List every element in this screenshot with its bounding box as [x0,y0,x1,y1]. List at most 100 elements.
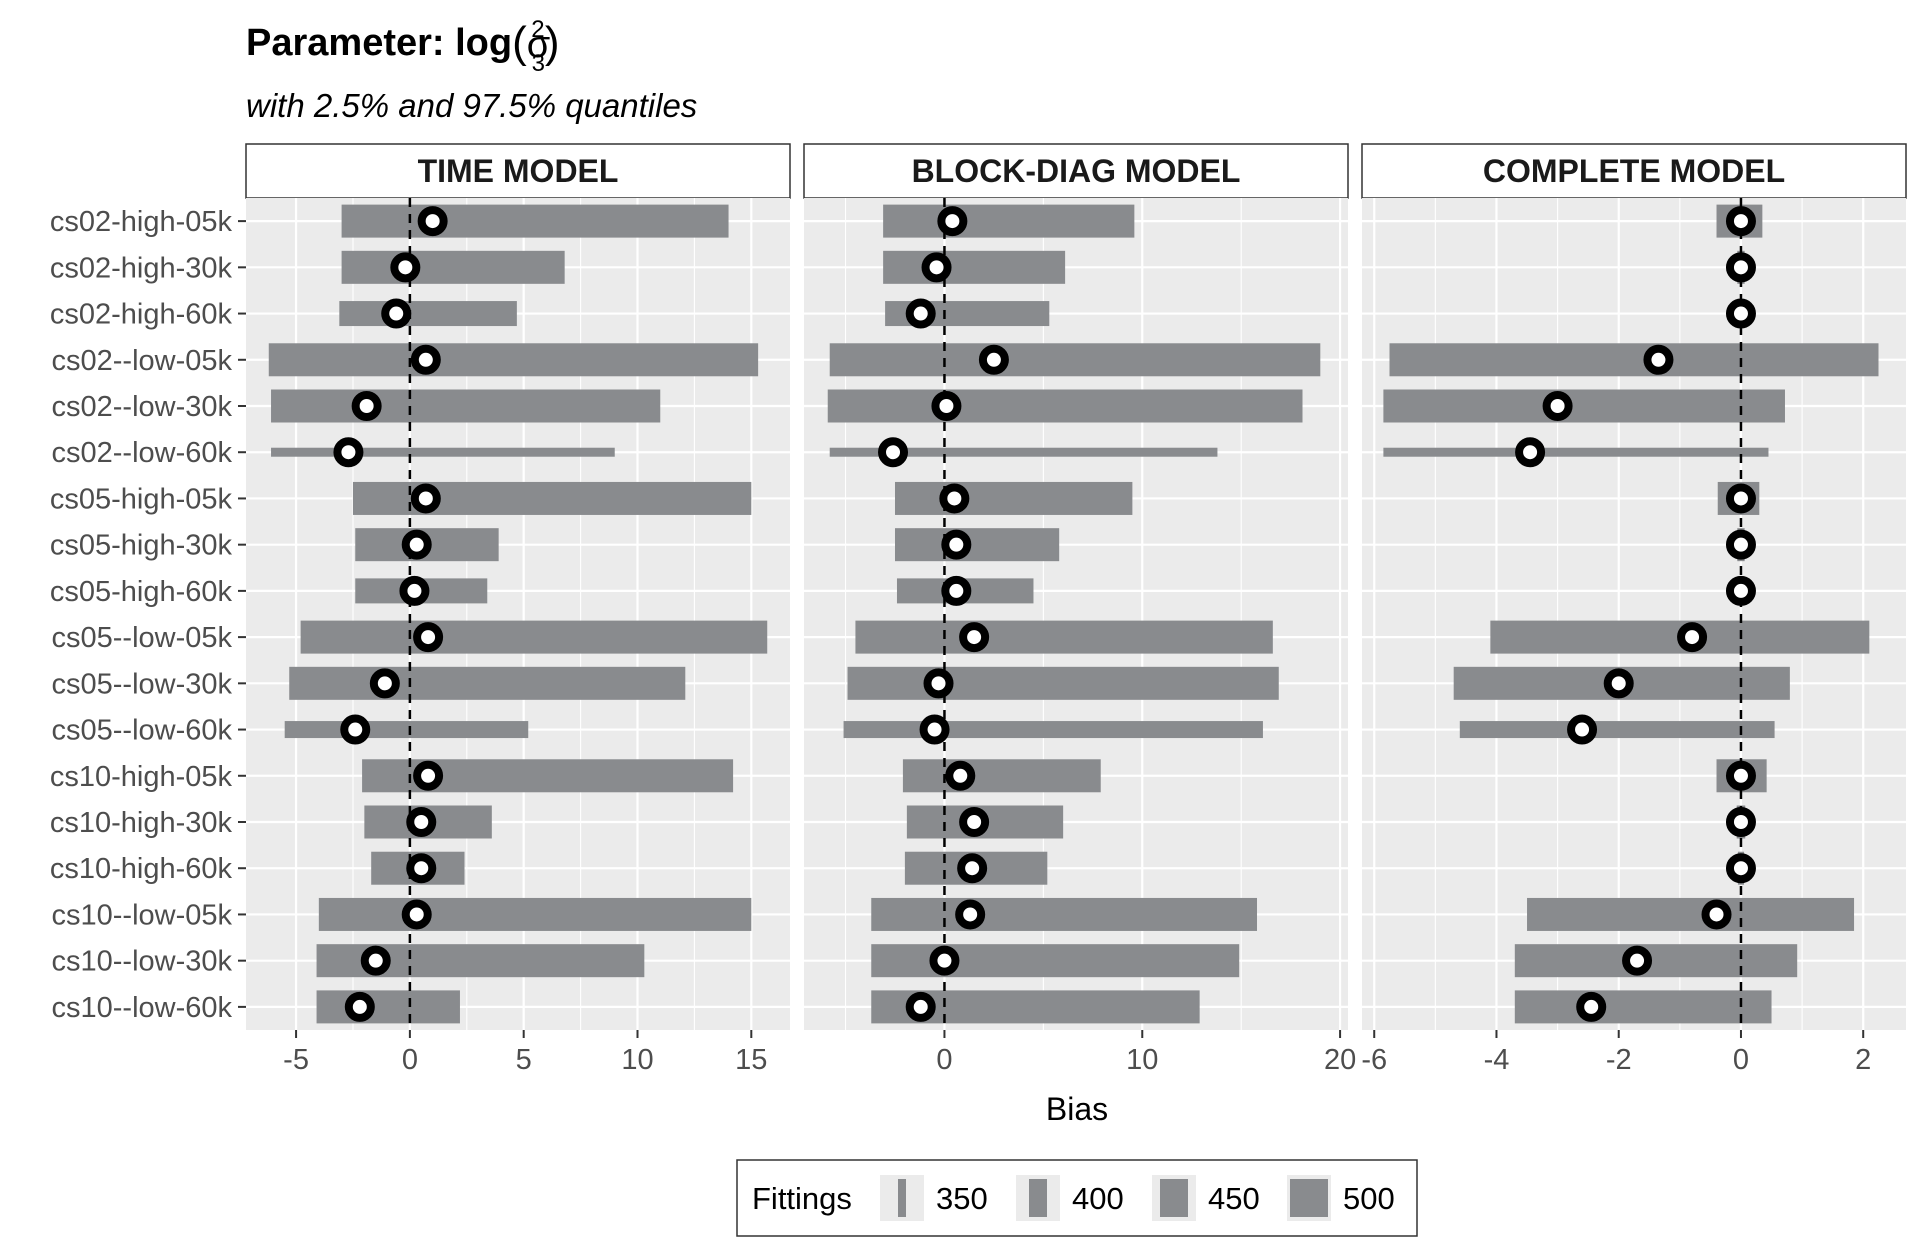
bias-point [417,206,448,237]
quantile-bar [300,620,768,654]
bias-point [1701,899,1732,930]
title-prefix: Parameter: log [246,22,512,64]
bias-point [1725,853,1756,884]
bias-point [406,807,437,837]
quantile-bar [284,721,529,739]
title-sub: 3 [532,50,545,77]
bias-point [333,437,364,468]
quantile-bar [843,721,1263,739]
facet-panel: TIME MODEL -5 0 5 10 15 [245,143,791,1076]
plot-layer: cs02-high-05k cs02-high-30k cs02-high-60k c… [50,143,1907,1076]
bias-point [905,298,936,329]
bias-point [1576,991,1607,1022]
x-tick-label: 10 [621,1044,653,1076]
y-tick-label: cs10-high-60k [50,853,233,885]
x-axis-title: Bias [1046,1091,1108,1127]
quantile-bar [827,389,1303,423]
quantile-bar [894,528,1060,562]
panel-background [246,198,790,1030]
x-tick-label: 5 [516,1044,532,1076]
y-tick-label: cs10--low-05k [52,899,233,931]
bias-point [957,853,988,884]
y-tick-label: cs02--low-30k [52,391,233,423]
quantile-bar [341,204,729,238]
quantile-bar [316,990,460,1024]
bias-point [941,575,972,606]
bias-point [1603,668,1634,699]
x-tick-label: -2 [1606,1044,1632,1076]
bias-point [401,529,432,560]
bias-point [1725,206,1756,237]
bias-point [1725,760,1756,791]
bias-point [923,668,954,699]
title-sigma: σ [527,24,550,66]
quantile-bar [847,666,1279,700]
facet-strip-label: BLOCK-DIAG MODEL [912,153,1241,189]
quantile-bar [1459,721,1775,739]
bias-point [369,668,400,699]
bias-point [1622,945,1653,976]
bias-point [399,575,430,606]
x-tick-label: 0 [936,1044,952,1076]
facet-panel: COMPLETE MODEL -6 -4 -2 0 2 [1361,143,1907,1076]
legend-swatch [898,1179,906,1217]
quantile-bar [894,481,1133,515]
quantile-bar [1383,447,1769,457]
title-sup: 2 [531,16,544,43]
bias-point [1725,298,1756,329]
y-tick-label: cs02-high-60k [50,299,233,331]
bias-point [410,344,441,375]
legend-swatch [1160,1179,1188,1217]
bias-point [1725,252,1756,283]
quantile-bar [268,343,759,377]
bias-point [381,298,412,329]
bias-point [351,391,382,421]
legend: Fittings 350 400 450 500 [736,1159,1418,1237]
x-tick-label: -4 [1484,1044,1510,1076]
bias-point [959,807,990,837]
x-tick-label: -5 [283,1044,309,1076]
bias-point [1725,575,1756,606]
chart-subtitle: with 2.5% and 97.5% quantiles [246,87,697,124]
y-tick-label: cs02--low-05k [52,345,233,377]
quantile-bar [271,447,615,457]
y-tick-label: cs10--low-30k [52,946,233,978]
bias-point [1677,622,1708,653]
chart-title: Parameter: log(σ2 3) [246,16,560,77]
x-tick-label: 10 [1126,1044,1158,1076]
quantile-bar [341,250,565,284]
bias-point [390,252,421,283]
bias-point [929,945,960,976]
legend-label: 350 [936,1181,988,1216]
bias-point [340,714,371,745]
quantile-bar [855,620,1273,654]
bias-point [1643,344,1674,375]
quantile-bar [271,389,661,423]
bias-point [921,252,952,283]
quantile-bar [829,343,1321,377]
facet-panel: BLOCK-DIAG MODEL 0 10 20 [803,143,1356,1076]
y-tick-label: cs05--low-05k [52,622,233,654]
bias-point [1725,483,1756,514]
bias-point [945,760,976,791]
bias-point [978,344,1009,375]
quantile-bar [339,301,517,327]
y-tick-label: cs05--low-30k [52,668,233,700]
x-tick-label: 15 [735,1044,767,1076]
quantile-bar [883,204,1135,238]
quantile-bar [1514,944,1798,978]
x-tick-label: -6 [1361,1044,1387,1076]
x-tick-label: 2 [1855,1044,1871,1076]
bias-point [1725,529,1756,560]
bias-point [941,529,972,560]
x-tick-label: 0 [1733,1044,1749,1076]
bias-point [401,899,432,930]
legend-label: 500 [1343,1181,1395,1216]
y-tick-label: cs05--low-60k [52,715,233,747]
quantile-bar [871,897,1258,931]
y-tick-label: cs10-high-30k [50,807,233,839]
legend-label: 450 [1208,1181,1260,1216]
x-tick-label: 20 [1324,1044,1356,1076]
y-tick-label: cs02-high-05k [50,206,233,238]
bias-point [413,622,444,653]
